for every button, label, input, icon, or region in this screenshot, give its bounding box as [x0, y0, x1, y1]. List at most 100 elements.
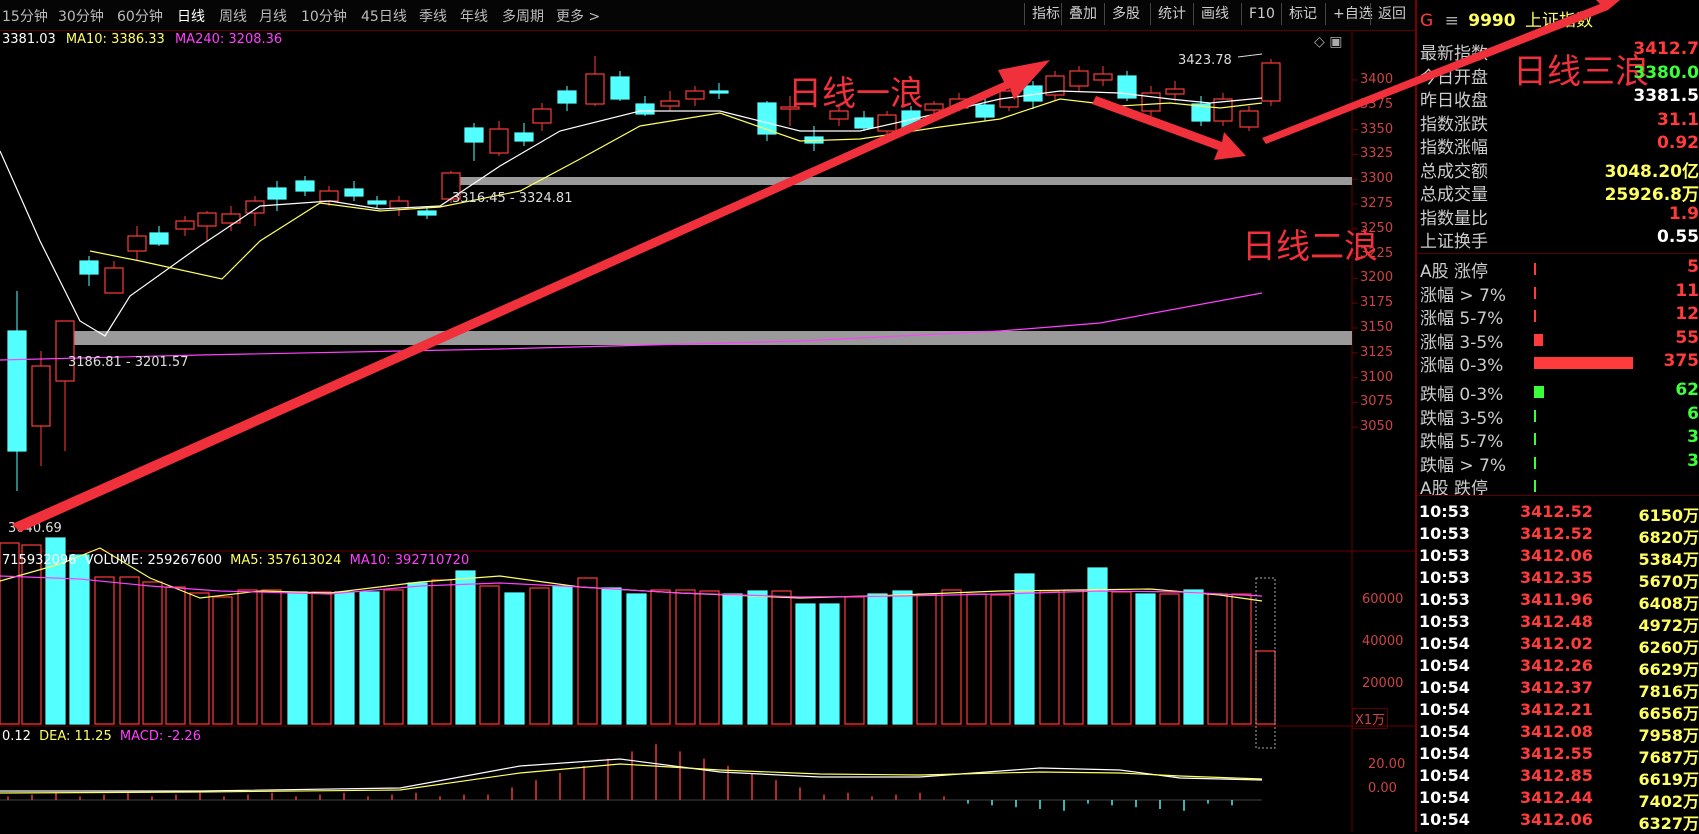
high-pointer	[1238, 54, 1262, 57]
tick-volume: 6629万	[1638, 656, 1699, 680]
volume-bar	[1184, 590, 1203, 724]
tick-volume: 7687万	[1638, 744, 1699, 768]
price-axis-label: 3175	[1360, 295, 1393, 310]
toolbar-button-4[interactable]: 画线	[1193, 3, 1236, 25]
index-name: 上证指数	[1525, 11, 1593, 31]
wave2-annotation: 日线二浪	[1242, 219, 1378, 268]
volume-bar	[917, 594, 936, 724]
candle	[80, 261, 98, 274]
tick-time: 10:54	[1419, 766, 1470, 785]
distribution-row: 跌幅 > 7%3	[1417, 451, 1699, 475]
chart-area[interactable]: 3381.03 MA10: 3386.33 MA240: 3208.36 ◇ ▣…	[0, 31, 1415, 832]
toolbar-button-5[interactable]: F10	[1241, 3, 1282, 25]
distribution-label: 跌幅 3-5%	[1420, 404, 1503, 429]
volume-bar	[868, 594, 887, 724]
volume-bar	[312, 592, 331, 724]
candle	[925, 104, 943, 110]
period-tab-11[interactable]: 更多 >	[556, 6, 600, 26]
period-tab-8[interactable]: 季线	[419, 6, 447, 26]
candle	[515, 133, 533, 141]
macd-dif: 0.12	[2, 729, 31, 744]
tick-time: 10:54	[1419, 700, 1470, 719]
distribution-label: 涨幅 0-3%	[1420, 351, 1503, 376]
candle	[368, 201, 386, 204]
distribution-label: 跌幅 0-3%	[1420, 380, 1503, 405]
period-tab-1[interactable]: 30分钟	[58, 6, 104, 26]
distribution-bar	[1534, 334, 1543, 346]
tick-time: 10:54	[1419, 788, 1470, 807]
dist-divider	[1417, 495, 1699, 496]
distribution-row: 涨幅 5-7%12	[1417, 304, 1699, 328]
price-axis-label: 3350	[1360, 122, 1393, 137]
tick-price: 3412.37	[1520, 678, 1593, 697]
volume-bar	[95, 577, 114, 724]
distribution-row: 跌幅 3-5%6	[1417, 404, 1699, 428]
stat-label: 上证换手	[1420, 227, 1488, 252]
candle	[1166, 89, 1184, 94]
period-tab-6[interactable]: 10分钟	[301, 6, 347, 26]
stat-value: 25926.8万	[1605, 180, 1699, 205]
tick-time: 10:54	[1419, 744, 1470, 763]
upper-support-zone	[450, 177, 1352, 185]
volume-bar	[480, 586, 499, 724]
macd-axis-label: 20.00	[1368, 757, 1405, 772]
candle	[198, 213, 216, 226]
tick-volume: 6327万	[1638, 810, 1699, 834]
g-label: G	[1420, 11, 1433, 31]
period-tab-4[interactable]: 周线	[219, 6, 247, 26]
stat-value: 31.1	[1657, 110, 1699, 130]
volume-ma5: MA5: 357613024	[230, 553, 341, 568]
toolbar-button-1[interactable]: 叠加	[1061, 3, 1104, 25]
period-tab-0[interactable]: 15分钟	[2, 6, 48, 26]
volume-bar	[700, 591, 719, 724]
candlestick-chart[interactable]	[0, 31, 1415, 832]
volume-bar	[845, 597, 864, 724]
stat-label: 总成交额	[1420, 157, 1488, 182]
tick-volume: 6150万	[1638, 502, 1699, 526]
menu-icon[interactable]: ≡	[1445, 11, 1459, 31]
tick-volume: 4972万	[1638, 612, 1699, 636]
period-tab-9[interactable]: 年线	[460, 6, 488, 26]
tick-time: 10:54	[1419, 656, 1470, 675]
toolbar-button-6[interactable]: 标记	[1281, 3, 1324, 25]
period-tab-5[interactable]: 月线	[259, 6, 287, 26]
candle	[418, 211, 436, 215]
candle	[128, 236, 146, 251]
volume-bar	[602, 588, 621, 724]
volume-bar	[1208, 594, 1227, 724]
candle	[710, 91, 728, 93]
tick-volume: 6260万	[1638, 634, 1699, 658]
tick-time: 10:54	[1419, 634, 1470, 653]
toolbar-button-8[interactable]: 返回	[1370, 3, 1413, 25]
volume-bar	[1064, 590, 1083, 724]
period-tab-7[interactable]: 45日线	[361, 6, 407, 26]
tick-volume: 6820万	[1638, 524, 1699, 548]
ma10-value: MA10: 3386.33	[66, 32, 165, 47]
stat-label: 今日开盘	[1420, 63, 1488, 88]
distribution-bar	[1534, 480, 1536, 492]
price-axis-label: 3050	[1360, 419, 1393, 434]
toolbar-button-3[interactable]: 统计	[1150, 3, 1193, 25]
distribution-bar	[1534, 263, 1536, 275]
period-tab-3[interactable]: 日线	[177, 6, 205, 26]
tick-volume: 7958万	[1638, 722, 1699, 746]
toolbar-button-2[interactable]: 多股	[1104, 3, 1147, 25]
macd-dea: DEA: 11.25	[39, 729, 112, 744]
period-tab-10[interactable]: 多周期	[502, 6, 544, 26]
period-tab-2[interactable]: 60分钟	[117, 6, 163, 26]
candle	[268, 188, 286, 199]
distribution-label: 涨幅 5-7%	[1420, 304, 1503, 329]
chart-corner-icons[interactable]: ◇ ▣	[1314, 34, 1342, 50]
